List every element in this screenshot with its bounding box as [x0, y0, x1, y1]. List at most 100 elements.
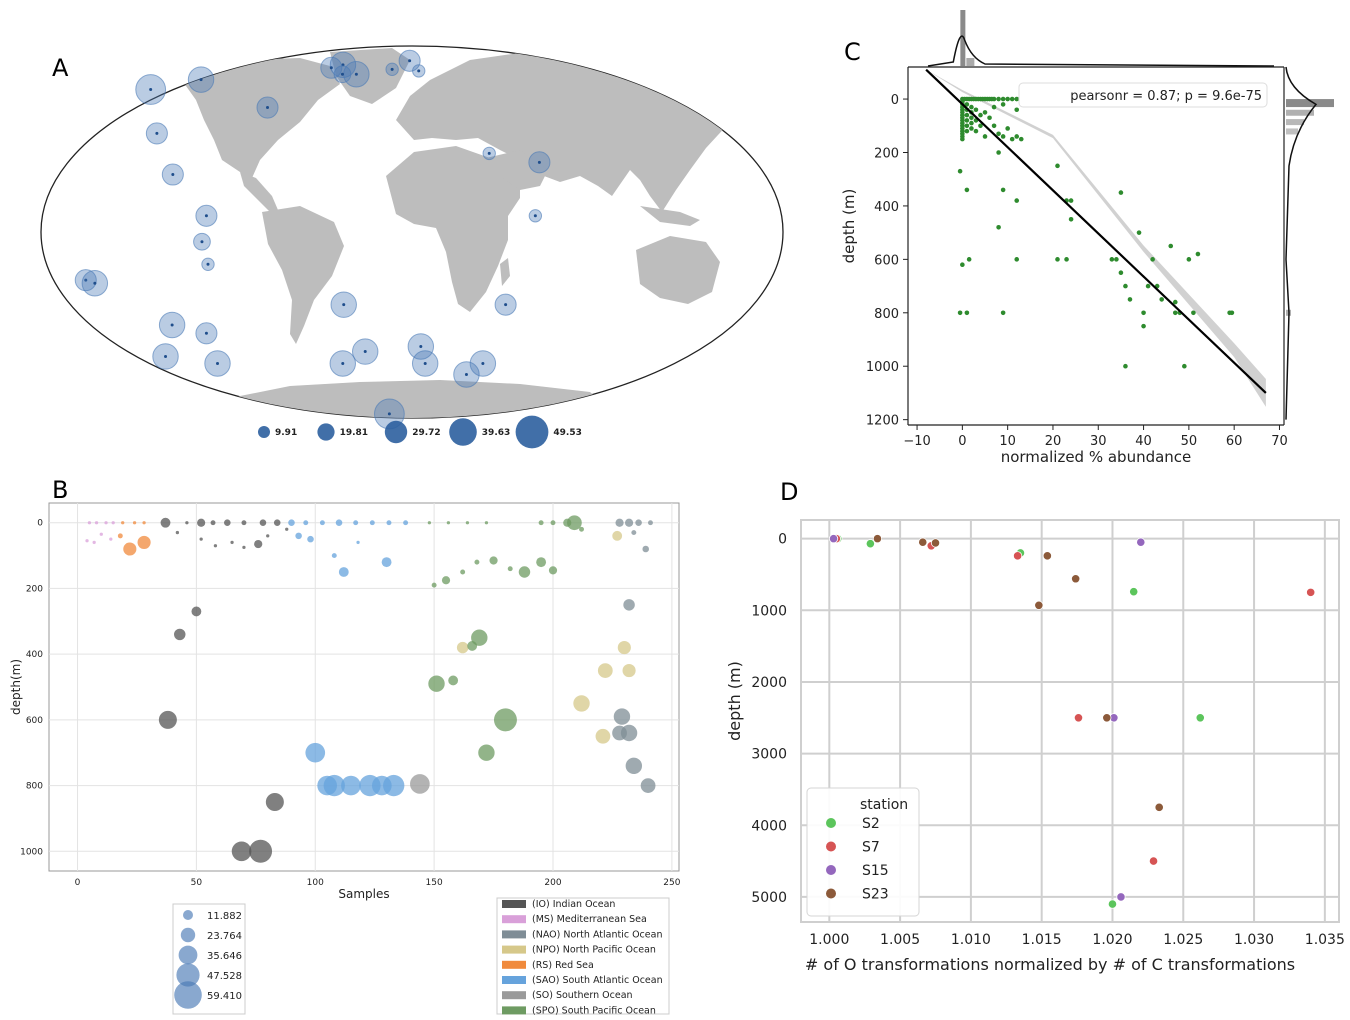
data-point — [648, 520, 653, 526]
ocean-legend-label: (SPO) South Pacific Ocean — [532, 1005, 656, 1016]
x-tick-label: 0 — [75, 878, 81, 888]
data-point — [1071, 574, 1081, 584]
data-point — [973, 128, 979, 134]
station-plot-area: 1.000 1.005 1.010 1.015 1.020 1.025 1.030 1.035… — [725, 519, 1345, 974]
x-tick-label: 1.000 — [809, 932, 849, 948]
y-tick-label: 200 — [874, 146, 899, 161]
y-tick-label: 2000 — [751, 675, 787, 691]
map-bubble-center — [93, 281, 97, 285]
data-point — [478, 744, 495, 761]
data-point — [1129, 587, 1139, 597]
data-point — [631, 530, 637, 536]
data-point — [484, 521, 489, 525]
marginal-y-hist-bar — [1286, 99, 1334, 108]
data-point — [111, 521, 115, 525]
map-bubble-center — [200, 240, 204, 244]
data-point — [1034, 600, 1044, 610]
data-point — [273, 519, 281, 526]
station-legend-label: S23 — [862, 887, 889, 903]
ocean-legend-label: (SO) Southern Ocean — [532, 990, 633, 1001]
data-point — [323, 774, 345, 797]
size-legend-label: 23.764 — [207, 931, 242, 942]
data-point — [132, 521, 137, 525]
map-bubble-center — [464, 372, 468, 376]
data-point — [109, 537, 113, 541]
land-africa — [386, 146, 520, 312]
data-point — [191, 606, 202, 617]
data-point — [242, 545, 246, 549]
ocean-legend-swatch — [502, 945, 526, 954]
size-legend-label: 59.410 — [207, 991, 242, 1002]
data-point — [1127, 297, 1133, 302]
regression-plot-area: −10 0 10 20 30 40 50 60 70 0 200 400 600 800 1000 1200 p… — [840, 10, 1334, 466]
data-point — [969, 104, 974, 110]
map-bubble-center — [266, 106, 270, 110]
data-point — [199, 537, 203, 541]
ocean-legend-label: (MS) Mediterranean Sea — [532, 914, 647, 925]
data-point — [964, 112, 970, 118]
panel-d: D 1.000 1.005 1.010 1.015 1.020 1.025 1.030 1.0… — [700, 470, 1350, 1016]
data-point — [175, 530, 180, 535]
x-tick-label: 1.015 — [1022, 932, 1062, 948]
data-point — [489, 556, 498, 565]
data-point — [369, 520, 375, 526]
data-point — [969, 115, 974, 121]
data-point — [265, 792, 284, 812]
y-axis-label: depth(m) — [9, 659, 23, 715]
data-point — [474, 559, 480, 565]
data-point — [1014, 257, 1020, 262]
map-bubble-center — [204, 214, 208, 218]
ocean-legend-label: (SAO) South Atlantic Ocean — [532, 975, 663, 986]
map-bubble-center — [199, 78, 203, 82]
data-point — [991, 104, 997, 110]
y-axis-label: depth (m) — [840, 189, 858, 264]
size-legend-circle — [183, 910, 193, 920]
marginal-y-hist-bar — [1286, 119, 1304, 126]
map-bubble-center — [354, 72, 358, 76]
data-point — [1014, 96, 1020, 102]
data-point — [1005, 126, 1010, 131]
depth-bubble-plot-area: 0 50 100 150 200 250 0 200 400 600 800 1000 Samples d… — [9, 502, 681, 1016]
station-legend-label: S2 — [862, 816, 880, 832]
x-tick-label: 1.010 — [951, 932, 991, 948]
map-size-legend-circle — [384, 420, 408, 444]
y-tick-label: 4000 — [751, 818, 787, 834]
data-point — [210, 520, 216, 526]
data-point — [567, 515, 582, 531]
size-legend-label: 11.882 — [207, 911, 242, 922]
data-point — [1136, 230, 1142, 235]
data-point — [185, 521, 189, 525]
size-legend-circle — [178, 945, 198, 965]
map-bubble-center — [423, 362, 427, 366]
size-legend-circle — [180, 927, 196, 943]
data-point — [465, 521, 470, 525]
data-point — [642, 545, 649, 553]
data-point — [969, 120, 974, 126]
data-point — [456, 641, 469, 654]
data-point — [142, 521, 146, 525]
y-tick-label: 400 — [874, 200, 899, 215]
data-point — [969, 126, 974, 131]
data-point — [1116, 892, 1126, 902]
data-point — [872, 534, 883, 544]
data-point — [991, 123, 997, 129]
map-bubble-center — [164, 354, 168, 358]
map-size-legend-label: 49.53 — [553, 428, 581, 438]
data-point — [1107, 899, 1118, 909]
map-bubble-center — [481, 362, 485, 366]
x-tick-label: 250 — [663, 878, 680, 888]
data-point — [460, 569, 466, 575]
data-point — [1118, 190, 1124, 195]
data-point — [493, 708, 517, 732]
data-point — [617, 641, 631, 655]
x-tick-label: 30 — [1090, 434, 1107, 449]
data-point — [996, 224, 1001, 230]
land-south-america — [262, 206, 344, 344]
map-bubble-center — [341, 362, 345, 366]
map-chart: A 9.9 — [40, 45, 784, 449]
data-point — [403, 520, 409, 526]
land-greenland — [330, 48, 410, 104]
x-tick-label: 40 — [1135, 434, 1152, 449]
data-point — [381, 557, 392, 568]
map-size-legend-label: 29.72 — [412, 428, 440, 438]
